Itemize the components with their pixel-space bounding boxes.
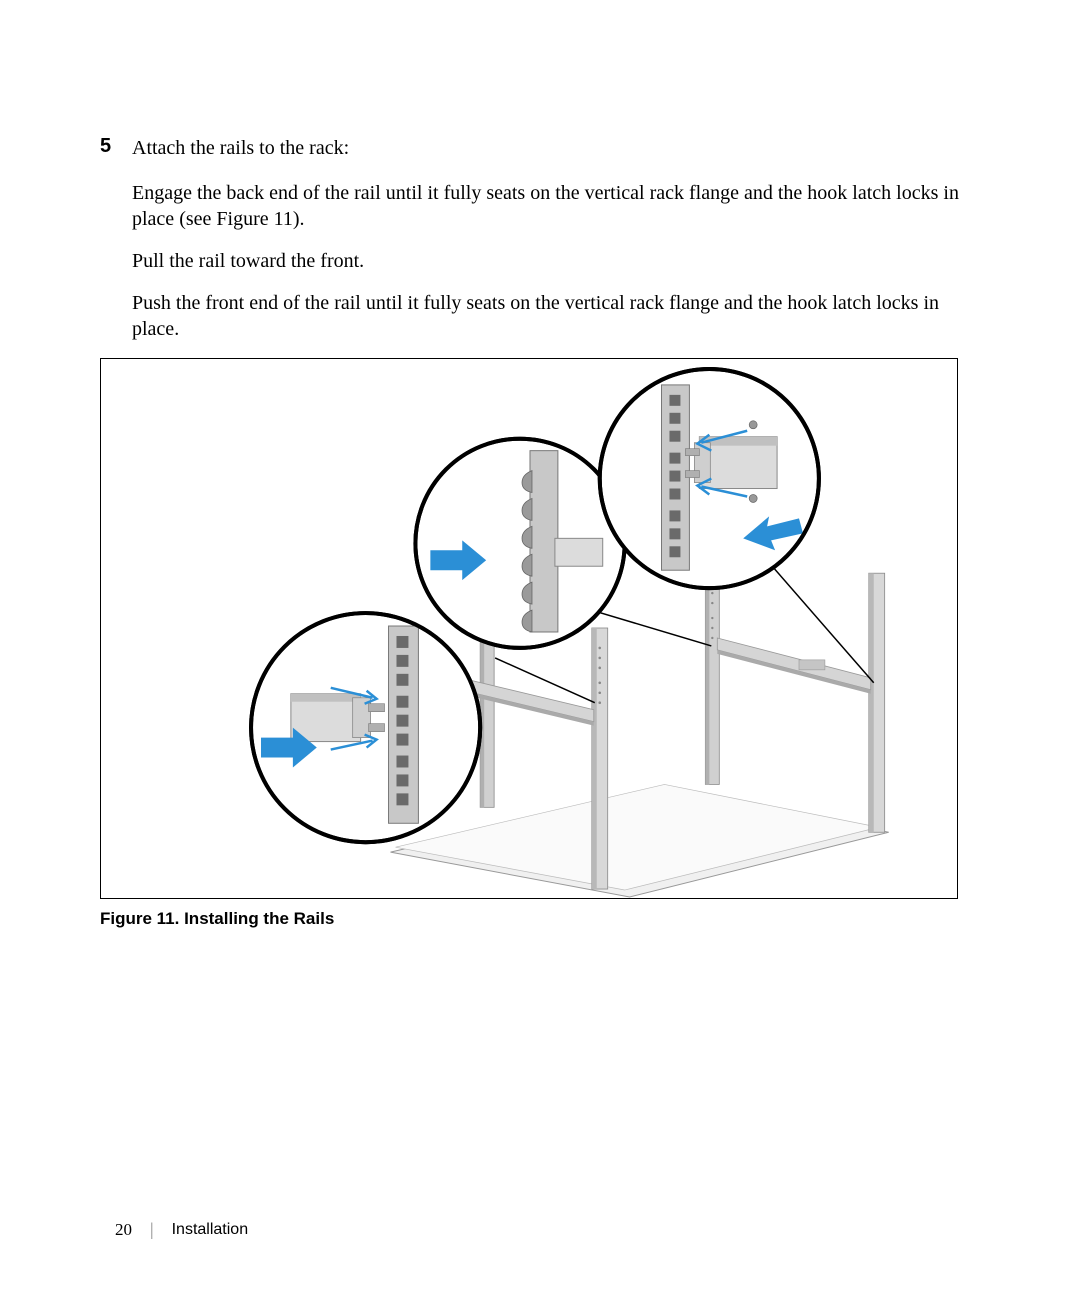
figure-caption: Figure 11. Installing the Rails [100,909,985,929]
figure-image [100,358,958,899]
step-title: Attach the rails to the rack: [132,135,985,162]
step-paragraph-3: Push the front end of the rail until it … [132,290,985,342]
callout-front-right [600,369,819,588]
rack-illustration [101,359,957,898]
footer-divider: | [150,1219,154,1240]
step-paragraph-1: Engage the back end of the rail until it… [132,180,985,232]
page-number: 20 [115,1220,132,1240]
footer-section: Installation [172,1221,249,1239]
callout-back-left [415,439,624,648]
callout-front-left [251,613,480,842]
page-footer: 20 | Installation [115,1219,248,1240]
rail-right [717,638,870,694]
step-number: 5 [100,135,132,158]
step-paragraph-2: Pull the rail toward the front. [132,248,985,274]
